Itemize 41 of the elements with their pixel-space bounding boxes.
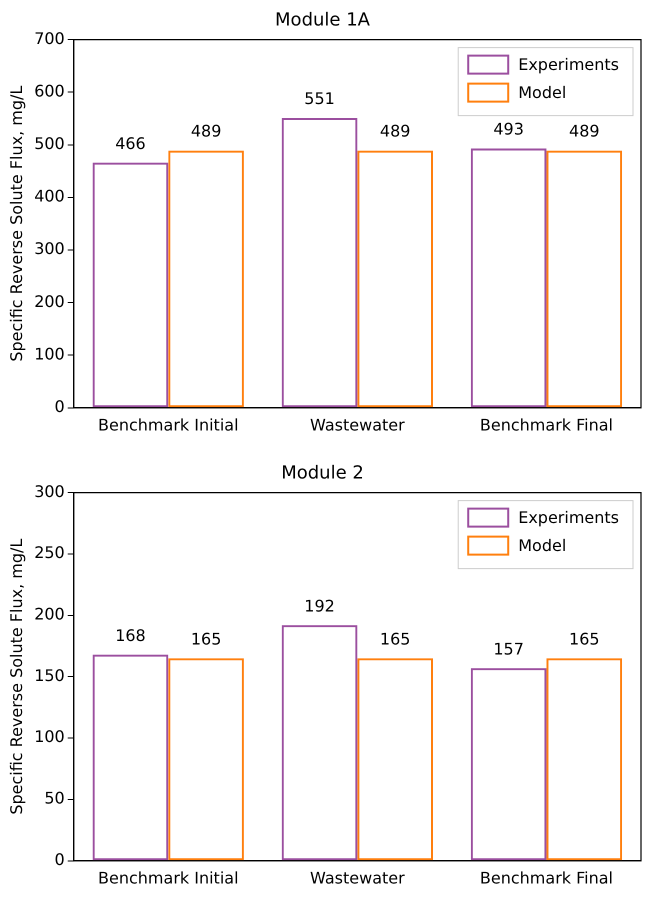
y-tick-label: 150 (34, 666, 65, 685)
data-label: 168 (115, 626, 146, 645)
x-tick-label: Benchmark Initial (98, 868, 239, 888)
data-label: 165 (569, 629, 600, 648)
data-label: 157 (493, 639, 524, 658)
chart-title: Module 1A (275, 9, 371, 30)
y-tick-label: 400 (34, 186, 65, 206)
legend-label: Experiments (518, 54, 619, 74)
x-tick-label: Benchmark Final (480, 416, 614, 435)
y-tick-label: 300 (34, 482, 65, 501)
legend-label: Model (518, 536, 566, 555)
y-axis-title: Specific Reverse Solute Flux, mg/L (6, 538, 26, 815)
y-tick-label: 100 (34, 727, 65, 746)
x-tick-label: Benchmark Final (480, 868, 614, 888)
data-label: 165 (190, 629, 222, 648)
x-tick-label: Benchmark Initial (98, 416, 239, 435)
y-tick-label: 600 (34, 81, 65, 100)
y-axis-title: Specific Reverse Solute Flux, mg/L (6, 86, 26, 362)
y-tick-label: 700 (34, 28, 65, 48)
data-label: 165 (380, 629, 410, 648)
y-tick-label: 500 (34, 134, 65, 153)
data-label: 489 (569, 122, 600, 141)
x-tick-label: Wastewater (310, 416, 406, 435)
data-label: 493 (493, 120, 524, 139)
chart-title: Module 2 (281, 462, 364, 484)
y-tick-label: 300 (34, 239, 65, 258)
data-label: 551 (304, 89, 335, 108)
legend-label: Experiments (518, 508, 619, 527)
data-label: 489 (190, 122, 222, 141)
y-tick-label: 0 (54, 396, 65, 416)
data-label: 489 (380, 122, 410, 141)
y-tick-label: 50 (44, 788, 65, 808)
x-tick-label: Wastewater (310, 868, 406, 888)
legend-label: Model (518, 82, 566, 102)
data-label: 192 (304, 596, 335, 616)
y-tick-label: 250 (34, 543, 65, 562)
data-label: 466 (115, 134, 146, 153)
y-tick-label: 0 (54, 850, 65, 869)
y-tick-label: 100 (34, 344, 65, 364)
y-tick-label: 200 (34, 604, 65, 624)
y-tick-label: 200 (34, 292, 65, 311)
